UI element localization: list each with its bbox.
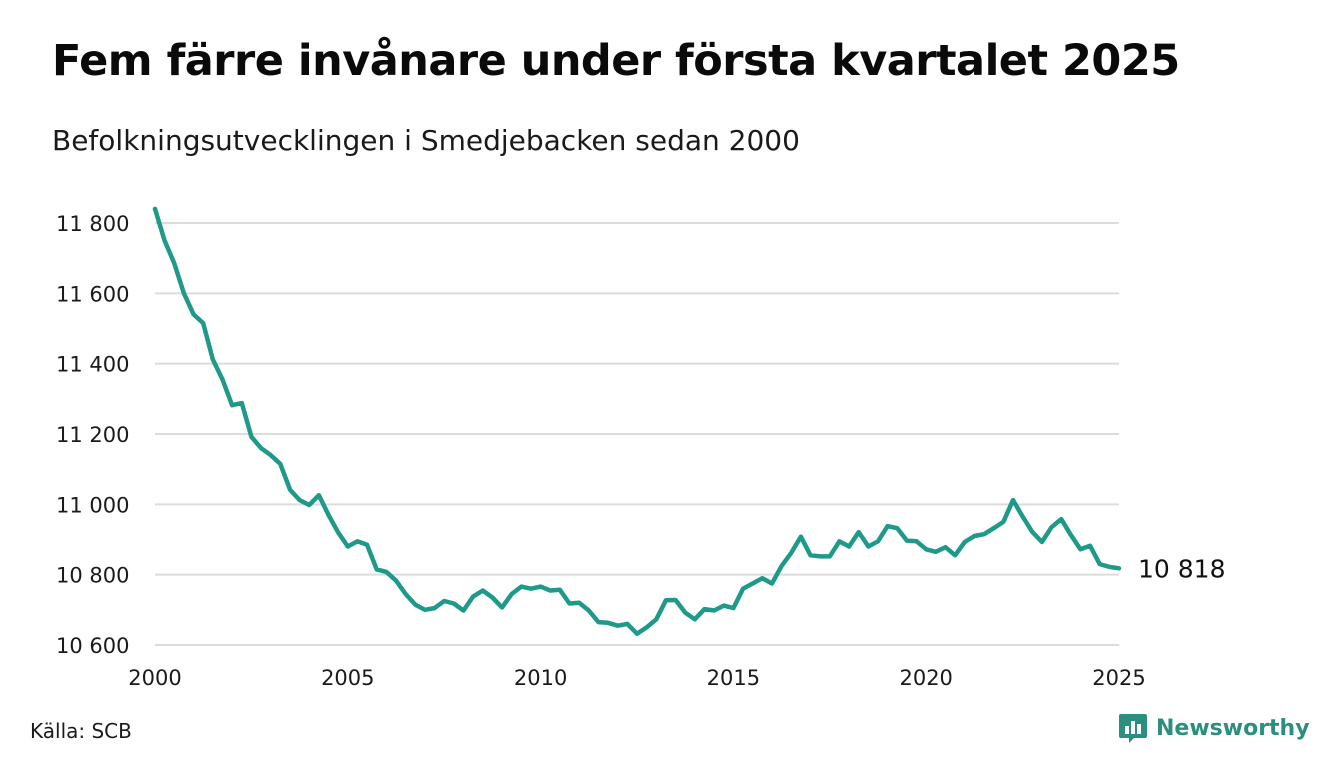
end-value-label: 10 818 bbox=[1138, 554, 1225, 583]
y-tick-label: 11 200 bbox=[56, 423, 129, 447]
source-note: Källa: SCB bbox=[30, 719, 132, 743]
chart-subtitle: Befolkningsutvecklingen i Smedjebacken s… bbox=[52, 124, 800, 157]
y-tick-label: 11 800 bbox=[56, 212, 129, 236]
x-tick-label: 2020 bbox=[899, 666, 952, 690]
x-tick-label: 2005 bbox=[321, 666, 374, 690]
brand-name: Newsworthy bbox=[1156, 715, 1310, 741]
brand-logo: Newsworthy bbox=[1118, 712, 1310, 744]
y-tick-label: 10 800 bbox=[56, 564, 129, 588]
x-tick-label: 2025 bbox=[1092, 666, 1145, 690]
y-tick-label: 10 600 bbox=[56, 634, 129, 658]
population-line bbox=[152, 206, 1122, 636]
y-tick-label: 11 000 bbox=[56, 493, 129, 517]
x-tick-label: 2015 bbox=[707, 666, 760, 690]
x-tick-label: 2010 bbox=[514, 666, 567, 690]
chart-title: Fem färre invånare under första kvartale… bbox=[52, 36, 1180, 86]
x-tick-label: 2000 bbox=[128, 666, 181, 690]
bar-chart-speech-bubble-icon bbox=[1119, 714, 1147, 743]
y-tick-label: 11 600 bbox=[56, 282, 129, 306]
y-tick-label: 11 400 bbox=[56, 353, 129, 377]
